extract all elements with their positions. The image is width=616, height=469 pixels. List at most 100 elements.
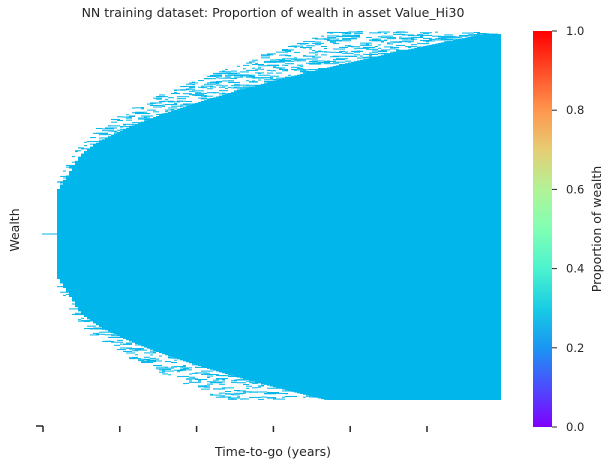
heatmap-cell	[177, 376, 189, 378]
heatmap-cell	[318, 50, 321, 52]
heatmap-cell	[366, 43, 369, 45]
heatmap-cell	[240, 84, 249, 86]
heatmap-cell	[207, 88, 213, 90]
heatmap-cell	[339, 35, 342, 37]
heatmap-cell	[111, 341, 123, 343]
heatmap-cell	[342, 38, 351, 40]
heatmap-cell	[378, 55, 381, 400]
heatmap-cell	[294, 69, 297, 71]
heatmap-cell	[411, 37, 423, 39]
heatmap-cell	[219, 86, 225, 88]
heatmap-cell	[357, 57, 366, 59]
heatmap-cell	[228, 81, 240, 83]
heatmap-cell	[90, 143, 99, 145]
heatmap-cell	[237, 74, 249, 76]
heatmap-cell	[423, 40, 435, 42]
heatmap-cell	[213, 381, 225, 383]
heatmap-cell	[105, 334, 114, 336]
heatmap-cell	[204, 372, 210, 374]
heatmap-cell	[162, 373, 168, 375]
heatmap-cell	[243, 64, 249, 66]
heatmap-cell	[354, 34, 360, 36]
heatmap-cell	[228, 73, 237, 75]
heatmap-cell	[198, 97, 207, 99]
heatmap-cell	[228, 376, 237, 378]
heatmap-cell	[294, 57, 297, 59]
heatmap-cell	[201, 85, 213, 87]
heatmap-cell	[438, 42, 441, 400]
heatmap-cell	[213, 97, 216, 371]
heatmap-cell	[96, 142, 99, 326]
colorbar-tick-label: 1.0	[566, 24, 584, 38]
heatmap-cell	[138, 118, 150, 120]
heatmap-cell	[354, 51, 360, 53]
heatmap-cell	[63, 170, 66, 172]
heatmap-cell	[417, 47, 420, 400]
heatmap-cell	[90, 146, 93, 322]
heatmap-cell	[300, 43, 306, 45]
heatmap-cell	[153, 106, 162, 108]
chart-title: NN training dataset: Proportion of wealt…	[82, 5, 465, 20]
heatmap-cell	[387, 53, 390, 401]
heatmap-cell	[207, 377, 210, 379]
heatmap-cell	[288, 55, 291, 57]
heatmap-cell	[234, 91, 237, 377]
heatmap-cell	[117, 339, 123, 341]
heatmap-cell	[456, 39, 459, 400]
heatmap-cell	[351, 38, 357, 40]
heatmap-cell	[282, 78, 285, 390]
heatmap-cell	[93, 144, 96, 324]
heatmap-cell	[297, 60, 300, 62]
heatmap-cell	[417, 42, 420, 44]
heatmap-cell	[483, 34, 486, 400]
heatmap-cell	[222, 85, 228, 87]
heatmap-cell	[480, 34, 483, 400]
heatmap-cell	[222, 395, 225, 397]
colorbar-tick-label: 0.6	[566, 182, 584, 196]
heatmap-cell	[420, 39, 432, 41]
heatmap-cell	[438, 37, 441, 39]
heatmap-cell	[342, 46, 348, 48]
heatmap-cell	[231, 72, 234, 74]
heatmap-cell	[264, 61, 276, 63]
heatmap-cell	[183, 365, 186, 367]
heatmap-cell	[150, 118, 153, 350]
heatmap-cell	[363, 44, 369, 46]
heatmap-cell	[261, 55, 270, 57]
heatmap-cell	[240, 393, 243, 395]
heatmap-cell	[177, 96, 189, 98]
heatmap-cell	[396, 51, 399, 401]
heatmap-cell	[390, 53, 393, 400]
heatmap-cell	[327, 60, 330, 62]
heatmap-cell	[312, 62, 321, 64]
heatmap-cell	[381, 41, 384, 43]
heatmap-cell	[399, 41, 408, 43]
heatmap-cell	[153, 97, 162, 99]
heatmap-cell	[198, 379, 201, 381]
heatmap-cell	[330, 60, 336, 62]
heatmap-cell	[360, 59, 363, 400]
heatmap-cell	[192, 378, 195, 380]
heatmap-cell	[441, 42, 444, 401]
heatmap-cell	[204, 386, 207, 388]
heatmap-cell	[99, 328, 102, 330]
heatmap-cell	[423, 37, 426, 39]
heatmap-cell	[246, 76, 255, 78]
heatmap-cell	[90, 137, 96, 139]
heatmap-cell	[246, 62, 252, 64]
heatmap-cell	[141, 108, 144, 110]
heatmap-cell	[207, 383, 213, 385]
heatmap-cell	[207, 82, 219, 84]
heatmap-cell	[150, 102, 162, 104]
heatmap-cell	[201, 101, 204, 367]
heatmap-cell	[447, 35, 456, 37]
heatmap-cell	[141, 107, 144, 109]
heatmap-cell	[327, 31, 339, 33]
heatmap-cell	[453, 39, 456, 401]
heatmap-cell	[168, 111, 171, 357]
heatmap-cell	[228, 375, 231, 377]
heatmap-cell	[462, 32, 474, 34]
heatmap-cell	[309, 69, 321, 71]
heatmap-cell	[426, 37, 432, 39]
heatmap-cell	[213, 388, 225, 390]
